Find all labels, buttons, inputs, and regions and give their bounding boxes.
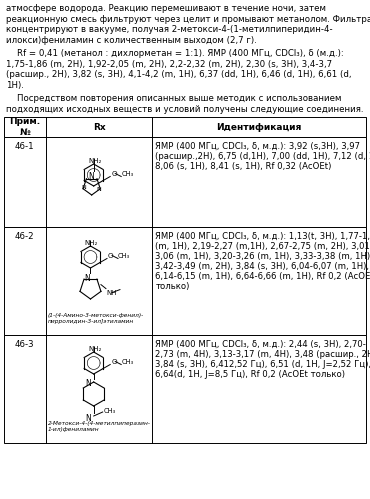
Text: Прим.
№: Прим. №: [9, 117, 40, 137]
Text: N: N: [85, 414, 91, 423]
Text: Rx: Rx: [93, 122, 105, 132]
Text: ЯМР (400 МГц, CDCl₃, δ, м.д.): 1,13(t, 3H), 1,77-1,86: ЯМР (400 МГц, CDCl₃, δ, м.д.): 1,13(t, 3…: [155, 232, 370, 241]
Text: 8,06 (s, 1H), 8,41 (s, 1H), Rf 0,32 (AcOEt): 8,06 (s, 1H), 8,41 (s, 1H), Rf 0,32 (AcO…: [155, 162, 332, 171]
Text: NH₂: NH₂: [88, 346, 101, 352]
Bar: [4, 137, 366, 227]
Text: CH₃: CH₃: [121, 172, 133, 178]
Text: ЯМР (400 МГц, CDCl₃, δ, м.д.): 3,92 (s,3H), 3,97: ЯМР (400 МГц, CDCl₃, δ, м.д.): 3,92 (s,3…: [155, 142, 360, 151]
Text: NH₂: NH₂: [85, 240, 98, 246]
Text: 2,73 (m, 4H), 3,13-3,17 (m, 4H), 3,48 (расшир., 2H),: 2,73 (m, 4H), 3,13-3,17 (m, 4H), 3,48 (р…: [155, 350, 370, 359]
Text: илокси)фениламин с количественным выходом (2,7 г).: илокси)фениламин с количественным выходо…: [6, 35, 257, 44]
Text: (расшир., 2H), 3,82 (s, 3H), 4,1-4,2 (m, 1H), 6,37 (dd, 1H), 6,46 (d, 1H), 6,61 : (расшир., 2H), 3,82 (s, 3H), 4,1-4,2 (m,…: [6, 70, 352, 79]
Text: Rf = 0,41 (метанол : дихлорметан = 1:1). ЯМР (400 МГц, CDCl₃), δ (м.д.):: Rf = 0,41 (метанол : дихлорметан = 1:1).…: [6, 49, 344, 58]
Text: 46-1: 46-1: [15, 142, 35, 151]
Text: атмосфере водорода. Реакцию перемешивают в течение ночи, затем: атмосфере водорода. Реакцию перемешивают…: [6, 4, 326, 13]
Text: 2-Метокси-4-(4-метилпиперазин-
1-ил)фениламин: 2-Метокси-4-(4-метилпиперазин- 1-ил)фени…: [48, 421, 151, 432]
Text: O: O: [111, 358, 117, 364]
Text: NH: NH: [106, 289, 117, 295]
Text: N: N: [97, 187, 102, 192]
Bar: [4, 227, 366, 335]
Text: подходящих исходных веществ и условий получены следующие соединения.: подходящих исходных веществ и условий по…: [6, 104, 363, 113]
Text: 3,06 (m, 1H), 3,20-3,26 (m, 1H), 3,33-3,38 (m, 1H),: 3,06 (m, 1H), 3,20-3,26 (m, 1H), 3,33-3,…: [155, 252, 370, 261]
Text: O: O: [111, 171, 117, 177]
Text: N: N: [85, 274, 90, 283]
Text: 46-3: 46-3: [15, 340, 35, 349]
Text: 6,14-6,15 (m, 1H), 6,64-6,66 (m, 1H), Rf 0,2 (AcOEt: 6,14-6,15 (m, 1H), 6,64-6,66 (m, 1H), Rf…: [155, 272, 370, 281]
Text: CH₃: CH₃: [121, 359, 133, 365]
Text: концентрируют в вакууме, получая 2-метокси-4-(1-метилпиперидин-4-: концентрируют в вакууме, получая 2-меток…: [6, 25, 333, 34]
Text: CH₃: CH₃: [118, 253, 130, 259]
Text: 3,84 (s, 3H), 6,412,52 Гц), 6,51 (d, 1H, J=2,52 Гц),: 3,84 (s, 3H), 6,412,52 Гц), 6,51 (d, 1H,…: [155, 360, 370, 369]
Text: CH₃: CH₃: [104, 408, 116, 414]
Text: O: O: [108, 252, 114, 258]
Text: 3,42-3,49 (m, 2H), 3,84 (s, 3H), 6,04-6,07 (m, 1H),: 3,42-3,49 (m, 2H), 3,84 (s, 3H), 6,04-6,…: [155, 262, 369, 271]
Text: N: N: [82, 185, 87, 190]
Text: реакционную смесь фильтруют через целит и промывают метанолом. Фильтрат: реакционную смесь фильтруют через целит …: [6, 14, 370, 23]
Text: Идентификация: Идентификация: [216, 122, 302, 132]
Bar: [4, 117, 366, 137]
Text: 1H).: 1H).: [6, 80, 24, 89]
Text: только): только): [155, 282, 190, 291]
Text: Посредством повторения описанных выше методик с использованием: Посредством повторения описанных выше ме…: [6, 94, 342, 103]
Text: NH₂: NH₂: [88, 158, 101, 164]
Text: (1-(4-Амино-3-метокси-фенил)-
пирролидин-3-ил]этиламин: (1-(4-Амино-3-метокси-фенил)- пирролидин…: [48, 313, 144, 324]
Text: N: N: [88, 172, 94, 181]
Text: 1,75-1,86 (m, 2H), 1,92-2,05 (m, 2H), 2,2-2,32 (m, 2H), 2,30 (s, 3H), 3,4-3,7: 1,75-1,86 (m, 2H), 1,92-2,05 (m, 2H), 2,…: [6, 59, 332, 68]
Bar: [4, 335, 366, 443]
Text: ЯМР (400 МГц, CDCl₃, δ, м.д.): 2,44 (s, 3H), 2,70-: ЯМР (400 МГц, CDCl₃, δ, м.д.): 2,44 (s, …: [155, 340, 366, 349]
Text: 6,64(d, 1H, J=8,5 Гц), Rf 0,2 (AcOEt только): 6,64(d, 1H, J=8,5 Гц), Rf 0,2 (AcOEt тол…: [155, 370, 346, 379]
Text: 46-2: 46-2: [15, 232, 35, 241]
Text: N: N: [85, 379, 91, 388]
Text: (расшир.,2H), 6,75 (d,1H), 7,00 (dd, 1H), 7,12 (d, 1H),: (расшир.,2H), 6,75 (d,1H), 7,00 (dd, 1H)…: [155, 152, 370, 161]
Text: (m, 1H), 2,19-2,27 (m,1H), 2,67-2,75 (m, 2H), 3,01-: (m, 1H), 2,19-2,27 (m,1H), 2,67-2,75 (m,…: [155, 242, 370, 251]
